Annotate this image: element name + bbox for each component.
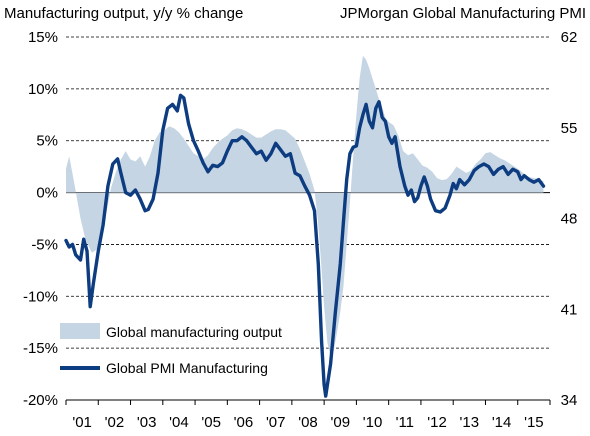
pmi-line — [64, 93, 546, 398]
output-area-series — [66, 55, 544, 357]
left-tick-label: -15% — [23, 340, 58, 357]
x-tick-label: '14 — [492, 414, 512, 431]
left-tick-label: 5% — [36, 133, 58, 150]
x-tick-label: '01 — [72, 414, 92, 431]
x-tick-label: '15 — [524, 414, 544, 431]
x-tick-label: '08 — [298, 414, 318, 431]
x-tick-label: '10 — [363, 414, 383, 431]
x-tick-label: '06 — [234, 414, 254, 431]
x-tick-label: '04 — [169, 414, 189, 431]
legend-label-pmi: Global PMI Manufacturing — [106, 360, 268, 376]
left-tick-label: -20% — [23, 392, 58, 409]
left-tick-label: -10% — [23, 288, 58, 305]
right-tick-label: 62 — [561, 29, 578, 46]
x-tick-label: '11 — [396, 414, 414, 431]
right-tick-label: 34 — [561, 392, 578, 409]
right-axis-title: JPMorgan Global Manufacturing PMI — [340, 5, 586, 22]
x-tick-label: '12 — [427, 414, 447, 431]
output-area — [66, 55, 544, 357]
left-axis-title: Manufacturing output, y/y % change — [4, 5, 244, 22]
right-tick-label: 41 — [561, 301, 578, 318]
x-tick-label: '05 — [201, 414, 221, 431]
right-tick-label: 55 — [561, 120, 578, 137]
x-tick-label: '02 — [105, 414, 125, 431]
x-tick-label: '03 — [137, 414, 157, 431]
x-tick-label: '13 — [460, 414, 480, 431]
left-tick-label: -5% — [31, 236, 58, 253]
grid-lines — [66, 36, 550, 401]
left-tick-label: 10% — [28, 81, 58, 98]
left-tick-label: 15% — [28, 29, 58, 46]
left-tick-label: 0% — [36, 185, 58, 202]
legend-swatch-output — [60, 323, 100, 339]
x-tick-label: '07 — [266, 414, 286, 431]
right-tick-label: 48 — [561, 211, 578, 228]
legend: Global manufacturing output Global PMI Ma… — [60, 323, 282, 376]
pmi-line-series — [64, 93, 546, 398]
legend-label-output: Global manufacturing output — [106, 324, 282, 340]
x-tick-label: '09 — [330, 414, 350, 431]
axes: 15% 10% 5% 0% -5% -10% -15% -20% 62 55 48 41 34 '01 '0… — [23, 29, 577, 431]
